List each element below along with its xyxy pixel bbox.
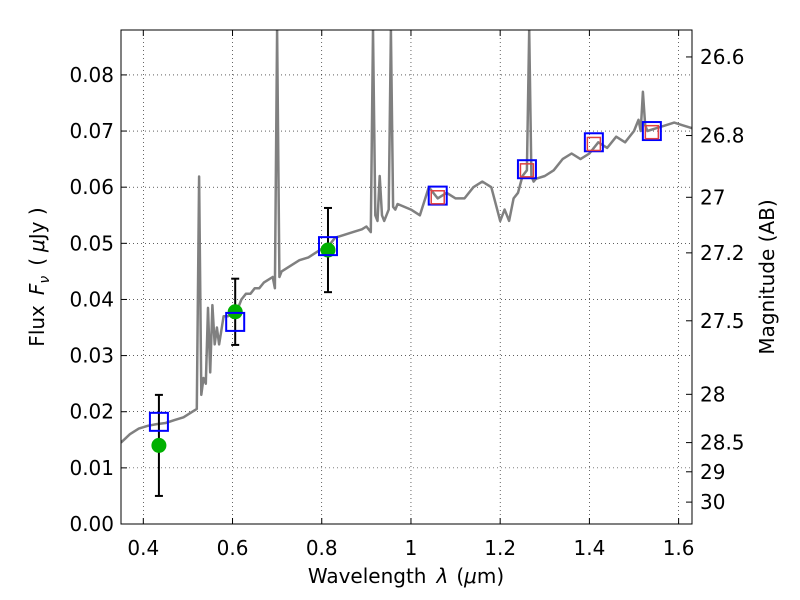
x-tick-label: 0.8 bbox=[306, 536, 338, 560]
synthetic-point-blue bbox=[583, 132, 604, 153]
synthetic-point-red bbox=[586, 136, 602, 152]
y-tick-label: 0.02 bbox=[69, 400, 114, 424]
y2-tick-label: 28.5 bbox=[700, 431, 745, 455]
y-tick-label: 0.01 bbox=[69, 456, 114, 480]
synthetic-point-blue bbox=[427, 185, 448, 206]
observed-point bbox=[227, 304, 243, 320]
y2-tick-label: 26.6 bbox=[700, 45, 745, 69]
x-axis: 0.4 0.6 0.8 1 1.2 1.4 1.6 bbox=[127, 30, 695, 560]
y-axis-label: FluxFν(μJy ) bbox=[25, 207, 53, 346]
y-tick-label: 0.08 bbox=[69, 63, 114, 87]
y2-axis-label: Magnitude (AB) bbox=[755, 199, 779, 354]
y-tick-label: 0.04 bbox=[69, 287, 114, 311]
x-tick-label: 0.6 bbox=[217, 536, 249, 560]
y-tick-label: 0.03 bbox=[69, 344, 114, 368]
synthetic-point-blue bbox=[641, 121, 662, 142]
y-tick-label: 0.06 bbox=[69, 175, 114, 199]
y2-axis: 26.6 26.8 27 27.2 27.5 28 28.5 29 30 bbox=[686, 45, 745, 514]
synthetic-point-blue bbox=[225, 311, 246, 332]
y2-tick-label: 29 bbox=[700, 460, 725, 484]
synthetic-point-blue bbox=[317, 236, 338, 257]
grid bbox=[121, 30, 692, 525]
y-tick-label: 0.07 bbox=[69, 119, 114, 143]
y2-tick-label: 27.2 bbox=[700, 241, 745, 265]
spectrum-line bbox=[121, 30, 692, 444]
y-tick-label: 0.05 bbox=[69, 231, 114, 255]
observed-point bbox=[320, 242, 336, 258]
y2-tick-label: 28 bbox=[700, 382, 725, 406]
plot-frame bbox=[120, 29, 693, 525]
x-tick-label: 1 bbox=[405, 536, 418, 560]
x-tick-label: 1.6 bbox=[663, 536, 695, 560]
y2-tick-label: 26.8 bbox=[700, 124, 745, 148]
synthetic-point-blue bbox=[516, 159, 537, 180]
markers bbox=[148, 121, 662, 497]
y2-tick-label: 27.5 bbox=[700, 309, 745, 333]
synthetic-point-red bbox=[430, 190, 445, 205]
x-tick-label: 1.4 bbox=[573, 536, 605, 560]
observed-point bbox=[151, 437, 167, 453]
x-tick-label: 1.2 bbox=[484, 536, 516, 560]
plot-area bbox=[121, 30, 692, 444]
y-axis: 0.00 0.01 0.02 0.03 0.04 0.05 0.06 0.07 0.08 bbox=[69, 63, 127, 536]
x-tick-label: 0.4 bbox=[127, 536, 159, 560]
synthetic-point-red bbox=[644, 124, 660, 140]
y-tick-label: 0.00 bbox=[69, 512, 114, 536]
y2-tick-label: 27 bbox=[700, 185, 725, 209]
y2-tick-label: 30 bbox=[700, 490, 725, 514]
synthetic-point-blue bbox=[148, 411, 169, 432]
x-axis-label: Wavelength λ (μm) bbox=[308, 564, 504, 588]
synthetic-point-red bbox=[519, 163, 535, 178]
